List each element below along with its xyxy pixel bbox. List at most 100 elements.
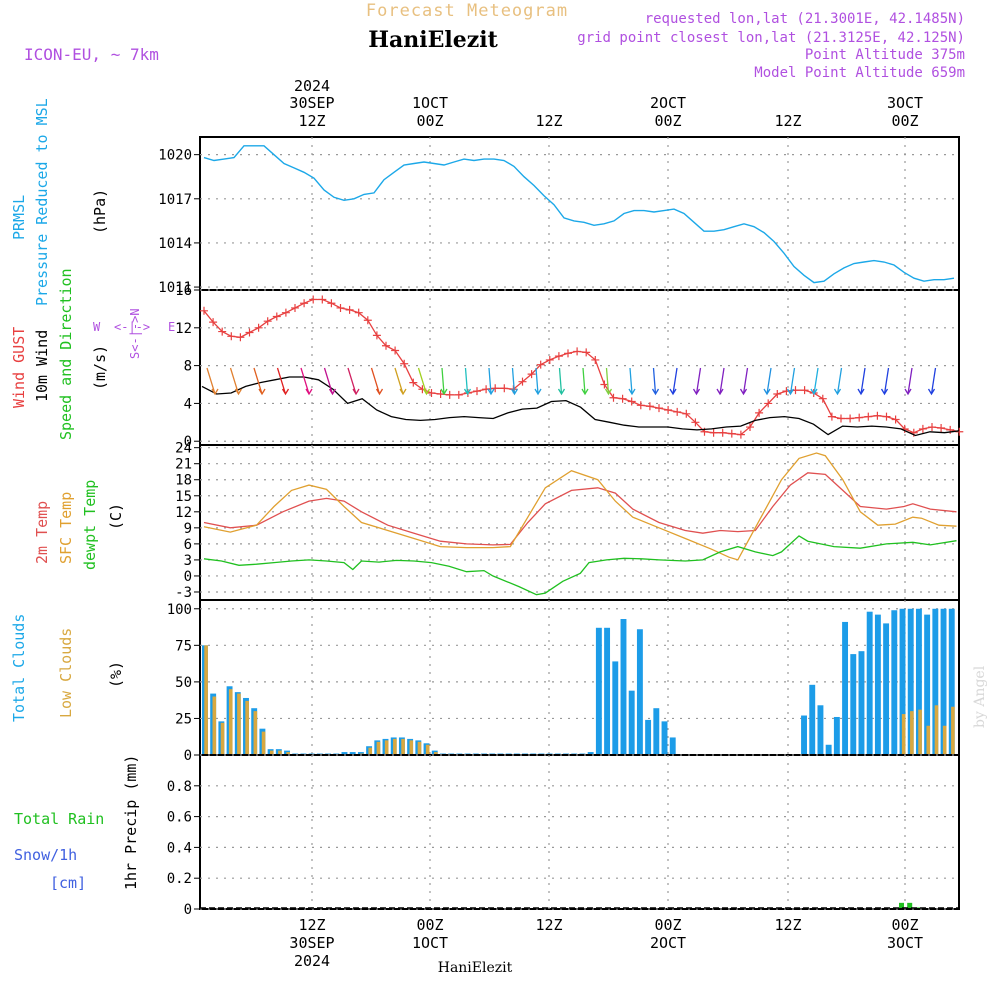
total-cloud-bar: [620, 619, 627, 754]
y-tick-label: 0: [184, 748, 192, 764]
y-tick-label: 50: [175, 675, 192, 691]
panel-frame-temp: [199, 444, 960, 601]
precip-labels: Total Rain Snow/1h [cm] 1hr Precip (mm): [14, 755, 140, 892]
gust-marker: [800, 386, 809, 395]
low-cloud-bar: [237, 693, 241, 754]
wind-label: 10m Wind: [33, 330, 51, 402]
snow-label: Snow/1h: [14, 846, 77, 864]
series-layer: [200, 145, 964, 909]
gust-marker: [709, 428, 718, 437]
low-cloud-bar: [278, 750, 282, 754]
total-cloud-bar: [349, 752, 356, 754]
top-time-label: 30SEP: [289, 94, 334, 112]
panel-frame-wind: [199, 289, 960, 446]
y-tick-label: 24: [175, 441, 192, 457]
total-cloud-bar: [874, 614, 881, 754]
low-cloud-bar: [368, 747, 373, 754]
wind-direction-arrow: [253, 367, 266, 396]
gust-marker: [336, 303, 345, 312]
total-cloud-bar: [891, 610, 898, 754]
low-cloud-bar: [918, 709, 922, 754]
gust-marker: [736, 430, 745, 439]
y-tick-labels: 10111014101710200481216-3036912151821240…: [158, 148, 192, 918]
bottom-time-label: 12Z: [535, 916, 562, 934]
low-cloud-bar: [228, 689, 233, 754]
total-cloud-bar: [653, 708, 660, 754]
chart-title: Forecast Meteogram: [366, 1, 568, 21]
bottom-time-label: 12Z: [774, 916, 801, 934]
low-cloud-bar: [401, 738, 405, 754]
low-cloud-bar: [384, 740, 389, 754]
total-cloud-bar: [809, 684, 816, 754]
total-clouds-label: Total Clouds: [10, 614, 28, 722]
wind-direction-arrow: [833, 367, 843, 396]
total-cloud-bar: [636, 629, 643, 754]
low-cloud-bar: [901, 714, 906, 754]
y-tick-label: 1020: [158, 148, 192, 164]
gust-marker: [818, 394, 827, 403]
y-tick-label: 8: [184, 359, 192, 375]
gust-marker: [391, 346, 400, 355]
gust-marker: [454, 390, 463, 399]
gust-marker: [855, 413, 864, 422]
wind-unit: (m/s): [91, 345, 109, 390]
panel-frame-precip: [199, 754, 960, 910]
wind-direction-arrow: [716, 367, 725, 396]
y-tick-label: 4: [184, 396, 192, 412]
gust-marker: [536, 360, 545, 369]
bottom-time-label: 00Z: [416, 916, 443, 934]
gridpoint-coords: grid point closest lon,lat (21.3125E, 42…: [577, 30, 965, 46]
pressure-label-1: PRMSL: [10, 195, 28, 240]
gust-marker: [263, 317, 272, 326]
y-tick-label: 0.6: [167, 810, 192, 826]
gust-marker: [682, 409, 691, 418]
gust-marker: [746, 423, 754, 432]
top-time-label: 12Z: [298, 112, 325, 130]
gust-marker: [427, 389, 436, 398]
gust-marker: [773, 389, 782, 398]
wind-direction-arrow: [463, 367, 472, 396]
clouds-unit: (%): [107, 661, 125, 688]
gust-marker: [600, 380, 609, 389]
total-cloud-bar: [899, 608, 906, 754]
y-tick-label: 0.8: [167, 779, 192, 795]
gust-marker: [473, 387, 481, 396]
gust-marker: [664, 406, 673, 415]
low-cloud-bar: [926, 725, 931, 754]
gust-marker: [518, 377, 527, 386]
y-tick-label: 12: [175, 321, 192, 337]
gust-marker: [554, 352, 563, 361]
total-cloud-bar: [801, 715, 807, 754]
gust-marker: [882, 412, 891, 421]
top-time-label: 12Z: [535, 112, 562, 130]
gust-marker: [372, 331, 381, 340]
sfctemp-label: SFC Temp: [57, 492, 75, 564]
total-cloud-bar: [661, 721, 668, 754]
wind-direction-arrow: [440, 367, 448, 396]
bottom-time-label: 1OCT: [412, 934, 448, 952]
gust-marker: [382, 341, 390, 350]
gust-marker: [827, 412, 836, 421]
gust-marker: [227, 332, 236, 341]
gust-marker: [527, 370, 536, 379]
y-tick-label: 6: [184, 537, 192, 553]
sfctemp-line: [203, 452, 957, 561]
wind-direction-arrow: [669, 367, 678, 396]
gust-marker: [327, 299, 336, 308]
gust-marker: [573, 347, 582, 356]
top-time-label: 3OCT: [887, 94, 923, 112]
total-cloud-bar: [932, 608, 939, 754]
wind-labels: Wind GUST 10m Wind Speed and Direction (…: [10, 268, 175, 440]
gust-marker: [309, 295, 318, 304]
grid-lines: [194, 137, 959, 910]
low-cloud-bar: [409, 740, 414, 754]
gust-marker: [218, 327, 227, 336]
total-cloud-bar: [612, 661, 619, 754]
y-tick-label: 21: [175, 457, 192, 473]
top-time-label: 2OCT: [650, 94, 686, 112]
wind-direction-arrow: [276, 367, 290, 396]
bottom-time-label: 2024: [294, 952, 330, 970]
low-clouds-label: Low Clouds: [57, 628, 75, 718]
gust-marker: [873, 411, 882, 420]
